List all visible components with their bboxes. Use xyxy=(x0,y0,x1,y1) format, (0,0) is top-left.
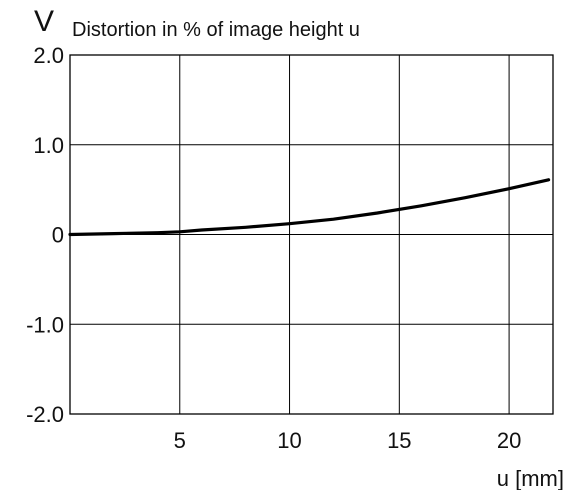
y-tick-label: 0 xyxy=(52,223,64,248)
y-tick-label: -2.0 xyxy=(26,402,64,427)
x-axis-label: u [mm] xyxy=(497,466,564,490)
x-tick-label: 15 xyxy=(387,428,411,453)
x-tick-label: 5 xyxy=(174,428,186,453)
y-tick-label: 2.0 xyxy=(33,43,64,68)
chart-title: Distortion in % of image height u xyxy=(72,19,360,41)
grid-layer xyxy=(69,54,554,415)
y-axis-symbol: V xyxy=(34,5,54,38)
x-tick-label: 20 xyxy=(497,428,521,453)
x-tick-label: 10 xyxy=(277,428,301,453)
y-tick-label: -1.0 xyxy=(26,312,64,337)
series-layer xyxy=(68,178,551,237)
tick-labels: 5 10 15 20 2.0 1.0 0 -1.0 -2.0 xyxy=(26,43,521,453)
y-tick-label: 1.0 xyxy=(33,133,64,158)
distortion-curve xyxy=(68,178,551,237)
